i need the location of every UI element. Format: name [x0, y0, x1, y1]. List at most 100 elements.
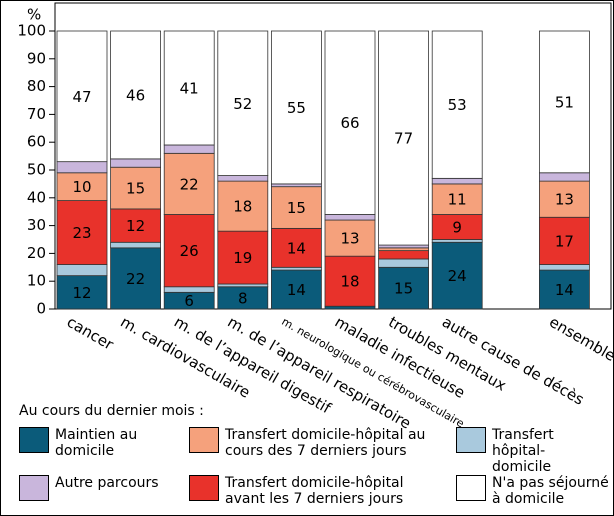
- bar-segment: [110, 158, 161, 168]
- bar-segment: [110, 208, 161, 243]
- bar-segment: [378, 30, 430, 246]
- y-tick-label: 20: [27, 244, 46, 262]
- data-label: 17: [555, 232, 574, 250]
- bar-segment: [378, 258, 430, 268]
- legend-item: Transfert hôpital-domicile: [456, 427, 577, 475]
- data-label: 15: [287, 199, 306, 217]
- bar-segment: [324, 214, 376, 221]
- bar-segment: [110, 166, 161, 210]
- bar-segment: [539, 30, 590, 174]
- y-tick-label: 100: [17, 22, 46, 40]
- legend-title: Au cours du dernier mois :: [19, 403, 204, 419]
- data-label: 22: [126, 270, 145, 288]
- bar-segment: [431, 183, 483, 215]
- data-label: 15: [394, 280, 413, 298]
- legend-swatch: [189, 475, 219, 501]
- data-label: 13: [340, 230, 359, 248]
- bar-segment: [56, 172, 108, 201]
- legend-item: Transfert domicile-hôpital au cours des …: [189, 427, 435, 459]
- data-label: 66: [340, 114, 359, 132]
- y-unit: %: [27, 6, 41, 24]
- data-label: 55: [287, 99, 306, 117]
- y-tick-label: 30: [27, 216, 46, 234]
- bar-segment: [56, 275, 108, 310]
- data-label: 15: [126, 180, 145, 198]
- data-label: 51: [555, 93, 574, 111]
- bar-segment: [324, 219, 376, 257]
- legend-label: Transfert hôpital-domicile: [492, 427, 554, 475]
- legend-swatch: [189, 427, 219, 453]
- bar-segment: [270, 266, 322, 271]
- legend-item: Autre parcours: [19, 475, 180, 501]
- data-label: 14: [287, 239, 306, 257]
- data-label: 23: [72, 224, 91, 242]
- bar-segment: [431, 177, 483, 185]
- data-label: 8: [238, 289, 248, 307]
- bar-segment: [539, 172, 590, 182]
- bar-segment: [56, 161, 108, 174]
- bar-segment: [163, 30, 215, 146]
- y-tick-label: 10: [27, 272, 46, 290]
- bar-segment: [217, 283, 269, 288]
- data-label: 41: [180, 79, 199, 97]
- data-label: 14: [287, 281, 306, 299]
- legend-label: N'a pas séjourné à domicile: [492, 475, 609, 507]
- data-label: 18: [340, 273, 359, 291]
- legend-label: Autre parcours: [55, 475, 159, 491]
- bar-segment: [431, 239, 483, 243]
- bar-segment: [217, 230, 269, 285]
- bar-segment: [217, 30, 269, 176]
- bar-segment: [110, 30, 161, 160]
- y-tick-label: 70: [27, 105, 46, 123]
- bar-segment: [270, 269, 322, 310]
- bar-segment: [110, 247, 161, 310]
- data-label: 12: [72, 284, 91, 302]
- bar-segment: [431, 214, 483, 240]
- data-label: 53: [448, 96, 467, 114]
- bar-segment: [324, 305, 376, 310]
- legend-swatch: [19, 475, 49, 501]
- x-tick-label: ensemble: [546, 313, 613, 365]
- legend-label: Transfert domicile-hôpital au cours des …: [225, 427, 426, 459]
- bar-segment: [56, 264, 108, 277]
- y-tick-label: 90: [27, 49, 46, 67]
- legend-swatch: [19, 427, 49, 453]
- bar-segment: [163, 152, 215, 215]
- data-label: 13: [555, 191, 574, 209]
- y-tick-label: 50: [27, 161, 46, 179]
- data-label: 77: [394, 130, 413, 148]
- bar-segment: [270, 183, 322, 188]
- bar-segment: [378, 247, 430, 252]
- bar-segment: [163, 286, 215, 293]
- y-tick-label: 0: [36, 300, 46, 318]
- data-label: 47: [72, 88, 91, 106]
- bar-segment: [56, 200, 108, 265]
- legend-item: Transfert domicile-hôpital avant les 7 d…: [189, 475, 435, 507]
- bar-segment: [217, 180, 269, 232]
- data-label: 26: [180, 242, 199, 260]
- bar-segment: [163, 144, 215, 154]
- data-label: 6: [184, 292, 194, 310]
- bar-segment: [217, 175, 269, 182]
- legend-label: Transfert domicile-hôpital avant les 7 d…: [225, 475, 404, 507]
- data-label: 22: [180, 175, 199, 193]
- bar-segment: [378, 244, 430, 249]
- bar-segment: [539, 264, 590, 271]
- data-label: 46: [126, 86, 145, 104]
- data-label: 12: [126, 217, 145, 235]
- data-label: 52: [233, 95, 252, 113]
- x-tick-label: cancer: [64, 313, 118, 354]
- legend-swatch: [456, 475, 486, 501]
- legend-item: Maintien au domicile: [19, 427, 180, 459]
- data-label: 18: [233, 198, 252, 216]
- bar-segment: [163, 214, 215, 288]
- data-label: 10: [72, 178, 91, 196]
- bar-segment: [110, 241, 161, 249]
- bar-segment: [378, 266, 430, 310]
- data-label: 24: [448, 267, 467, 285]
- data-label: 19: [233, 249, 252, 267]
- bar-segment: [431, 30, 483, 179]
- bar-segment: [270, 30, 322, 185]
